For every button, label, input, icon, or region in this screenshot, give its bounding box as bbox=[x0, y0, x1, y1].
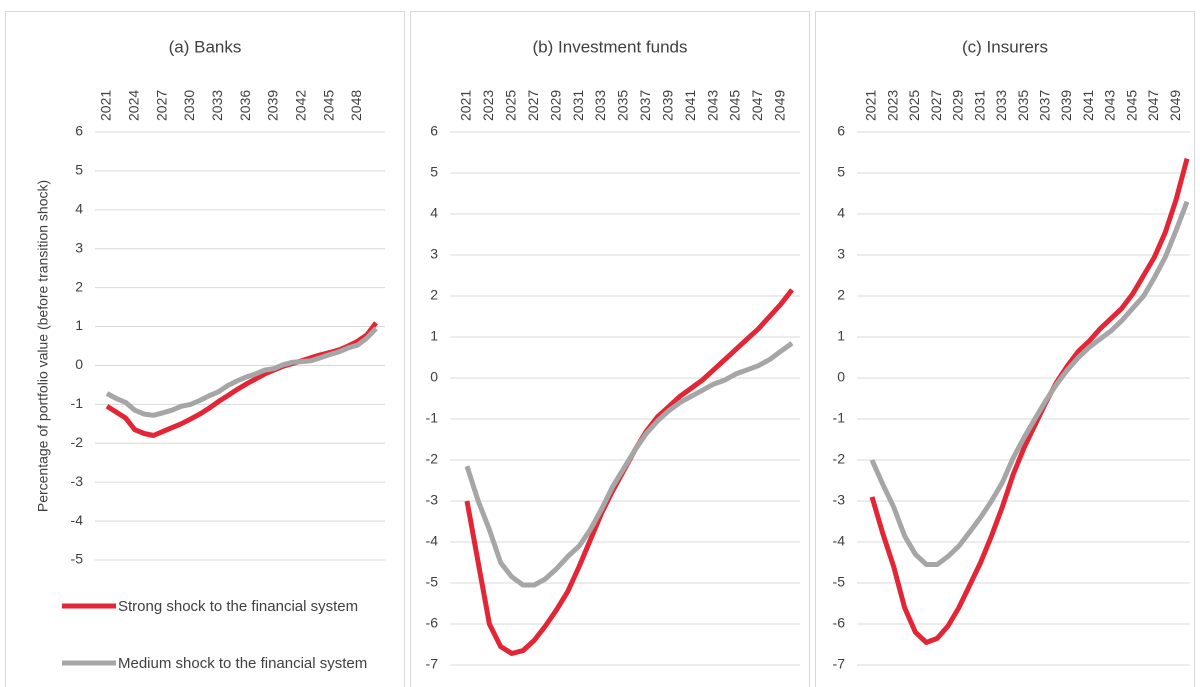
series-line bbox=[464, 341, 794, 588]
y-tick-label: -1 bbox=[426, 410, 439, 426]
y-tick-label: -2 bbox=[426, 451, 439, 467]
x-tick-label: 2033 bbox=[592, 90, 608, 121]
x-tick-label: 2033 bbox=[209, 90, 225, 121]
x-tick-label: 2031 bbox=[570, 90, 586, 121]
x-tick-label: 2021 bbox=[98, 90, 114, 121]
x-tick-label: 2023 bbox=[480, 90, 496, 121]
y-tick-label: 3 bbox=[75, 239, 83, 255]
y-tick-label: -3 bbox=[833, 492, 846, 508]
y-tick-label: 3 bbox=[430, 246, 438, 262]
y-tick-label: 5 bbox=[75, 162, 83, 178]
x-tick-label: 2021 bbox=[863, 90, 879, 121]
y-tick-label: -4 bbox=[71, 512, 84, 528]
y-tick-label: -2 bbox=[833, 451, 846, 467]
x-tick-label: 2048 bbox=[348, 90, 364, 121]
x-tick-label: 2042 bbox=[292, 90, 308, 121]
y-tick-label: -4 bbox=[833, 533, 846, 549]
y-tick-label: 6 bbox=[837, 123, 845, 139]
chart-title: (a) Banks bbox=[169, 37, 242, 56]
y-tick-label: -5 bbox=[833, 574, 846, 590]
x-tick-label: 2030 bbox=[181, 90, 197, 121]
x-tick-label: 2037 bbox=[637, 90, 653, 121]
y-tick-label: 0 bbox=[75, 356, 83, 372]
series-line bbox=[869, 158, 1190, 645]
y-tick-label: 6 bbox=[75, 123, 83, 139]
y-tick-label: -6 bbox=[426, 615, 439, 631]
x-tick-label: 2039 bbox=[1058, 90, 1074, 121]
x-tick-label: 2035 bbox=[615, 90, 631, 121]
y-tick-label: 5 bbox=[430, 164, 438, 180]
y-tick-label: 5 bbox=[837, 164, 845, 180]
y-tick-label: 1 bbox=[75, 317, 83, 333]
panel-border bbox=[5, 11, 405, 687]
x-tick-label: 2037 bbox=[1036, 90, 1052, 121]
y-tick-label: 6 bbox=[430, 123, 438, 139]
series-line bbox=[105, 326, 378, 418]
panel-border bbox=[410, 11, 810, 687]
panel-border bbox=[815, 11, 1195, 687]
series-line bbox=[869, 200, 1190, 567]
y-tick-label: 0 bbox=[430, 369, 438, 385]
y-tick-label: -2 bbox=[71, 434, 84, 450]
x-tick-label: 2024 bbox=[126, 90, 142, 121]
y-axis-label: Percentage of portfolio value (before tr… bbox=[35, 180, 51, 512]
y-tick-label: -1 bbox=[833, 410, 846, 426]
x-tick-label: 2027 bbox=[525, 90, 541, 121]
y-tick-label: 4 bbox=[430, 205, 438, 221]
y-tick-label: 1 bbox=[837, 328, 845, 344]
legend-label: Medium shock to the financial system bbox=[118, 655, 368, 672]
x-tick-label: 2027 bbox=[153, 90, 169, 121]
series-line bbox=[464, 288, 794, 656]
x-tick-label: 2021 bbox=[458, 90, 474, 121]
x-tick-label: 2025 bbox=[906, 90, 922, 121]
x-tick-label: 2047 bbox=[749, 90, 765, 121]
x-tick-label: 2029 bbox=[547, 90, 563, 121]
x-tick-label: 2049 bbox=[771, 90, 787, 121]
y-tick-label: -7 bbox=[426, 656, 439, 672]
y-tick-label: -6 bbox=[833, 615, 846, 631]
y-tick-label: -5 bbox=[426, 574, 439, 590]
x-tick-label: 2045 bbox=[1123, 90, 1139, 121]
x-tick-label: 2031 bbox=[971, 90, 987, 121]
y-tick-label: 0 bbox=[837, 369, 845, 385]
y-tick-label: -5 bbox=[71, 551, 84, 567]
x-tick-label: 2033 bbox=[993, 90, 1009, 121]
y-tick-label: 1 bbox=[430, 328, 438, 344]
y-tick-label: 4 bbox=[75, 201, 83, 217]
y-tick-label: -3 bbox=[71, 473, 84, 489]
x-tick-label: 2039 bbox=[659, 90, 675, 121]
y-tick-label: 3 bbox=[837, 246, 845, 262]
y-tick-label: 4 bbox=[837, 205, 845, 221]
x-tick-label: 2036 bbox=[237, 90, 253, 121]
y-tick-label: -7 bbox=[833, 656, 846, 672]
x-tick-label: 2041 bbox=[682, 90, 698, 121]
x-tick-label: 2023 bbox=[884, 90, 900, 121]
legend-label: Strong shock to the financial system bbox=[118, 598, 359, 615]
x-tick-label: 2027 bbox=[928, 90, 944, 121]
y-tick-label: -1 bbox=[71, 395, 84, 411]
x-tick-label: 2025 bbox=[503, 90, 519, 121]
y-tick-label: 2 bbox=[75, 278, 83, 294]
x-tick-label: 2041 bbox=[1080, 90, 1096, 121]
x-tick-label: 2049 bbox=[1167, 90, 1183, 121]
x-tick-label: 2035 bbox=[1015, 90, 1031, 121]
y-tick-label: 2 bbox=[430, 287, 438, 303]
x-tick-label: 2039 bbox=[265, 90, 281, 121]
x-tick-label: 2043 bbox=[1102, 90, 1118, 121]
chart-title: (c) Insurers bbox=[962, 37, 1048, 56]
y-tick-label: -3 bbox=[426, 492, 439, 508]
chart-title: (b) Investment funds bbox=[533, 37, 688, 56]
x-tick-label: 2047 bbox=[1145, 90, 1161, 121]
y-tick-label: 2 bbox=[837, 287, 845, 303]
x-tick-label: 2043 bbox=[704, 90, 720, 121]
y-tick-label: -4 bbox=[426, 533, 439, 549]
x-tick-label: 2029 bbox=[950, 90, 966, 121]
x-tick-label: 2045 bbox=[320, 90, 336, 121]
x-tick-label: 2045 bbox=[727, 90, 743, 121]
